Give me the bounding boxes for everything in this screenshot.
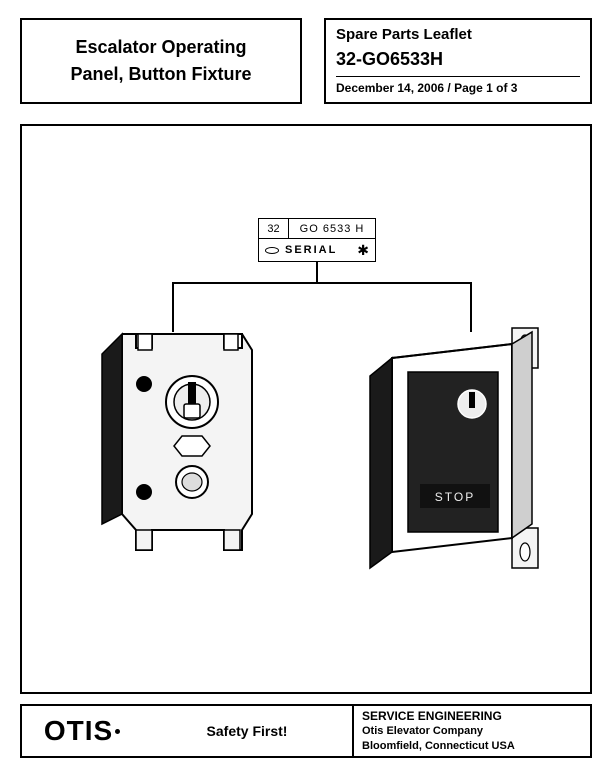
page-info: Page 1 of 3 xyxy=(454,81,517,95)
title-line-2: Panel, Button Fixture xyxy=(70,61,251,88)
page-sep: / xyxy=(444,81,454,95)
left-fixture-svg xyxy=(92,324,282,554)
meta-box: Spare Parts Leaflet 32-GO6533H December … xyxy=(324,18,592,104)
page: Escalator Operating Panel, Button Fixtur… xyxy=(0,0,612,780)
plate-cell-left: 32 xyxy=(259,219,289,238)
callout-line xyxy=(316,262,318,282)
footer-tagline: Safety First! xyxy=(142,706,352,756)
right-fixture-illustration: STOP xyxy=(362,324,552,574)
date-page-line: December 14, 2006 / Page 1 of 3 xyxy=(336,76,580,95)
plate-serial-label: SERIAL xyxy=(285,244,357,256)
leaflet-label: Spare Parts Leaflet xyxy=(336,24,580,49)
part-number: 32-GO6533H xyxy=(336,49,580,76)
footer-address-block: SERVICE ENGINEERING Otis Elevator Compan… xyxy=(352,706,590,756)
footer-company: Otis Elevator Company xyxy=(362,724,582,739)
plate-oval-icon xyxy=(265,247,279,254)
serial-plate: 32 GO 6533 H SERIAL ✱ xyxy=(258,218,376,262)
title-line-1: Escalator Operating xyxy=(75,34,246,61)
left-fixture-illustration xyxy=(92,324,282,554)
footer-location: Bloomfield, Connecticut USA xyxy=(362,739,582,754)
plate-row-2: SERIAL ✱ xyxy=(259,239,375,261)
date: December 14, 2006 xyxy=(336,81,444,95)
plate-cell-right: GO 6533 H xyxy=(289,219,375,238)
title-box: Escalator Operating Panel, Button Fixtur… xyxy=(20,18,302,104)
right-fixture-svg: STOP xyxy=(362,324,552,574)
brand-logo: OTIS xyxy=(22,706,142,756)
brand-logo-dot-icon xyxy=(115,729,120,734)
plate-star-icon: ✱ xyxy=(357,242,375,259)
brand-logo-text: OTIS xyxy=(44,715,113,747)
svg-text:STOP: STOP xyxy=(435,490,475,504)
callout-line xyxy=(172,282,472,284)
figure-frame: 32 GO 6533 H SERIAL ✱ xyxy=(20,124,592,694)
footer-row: OTIS Safety First! SERVICE ENGINEERING O… xyxy=(20,704,592,758)
header-row: Escalator Operating Panel, Button Fixtur… xyxy=(20,18,592,104)
plate-row-1: 32 GO 6533 H xyxy=(259,219,375,239)
footer-dept: SERVICE ENGINEERING xyxy=(362,708,582,724)
